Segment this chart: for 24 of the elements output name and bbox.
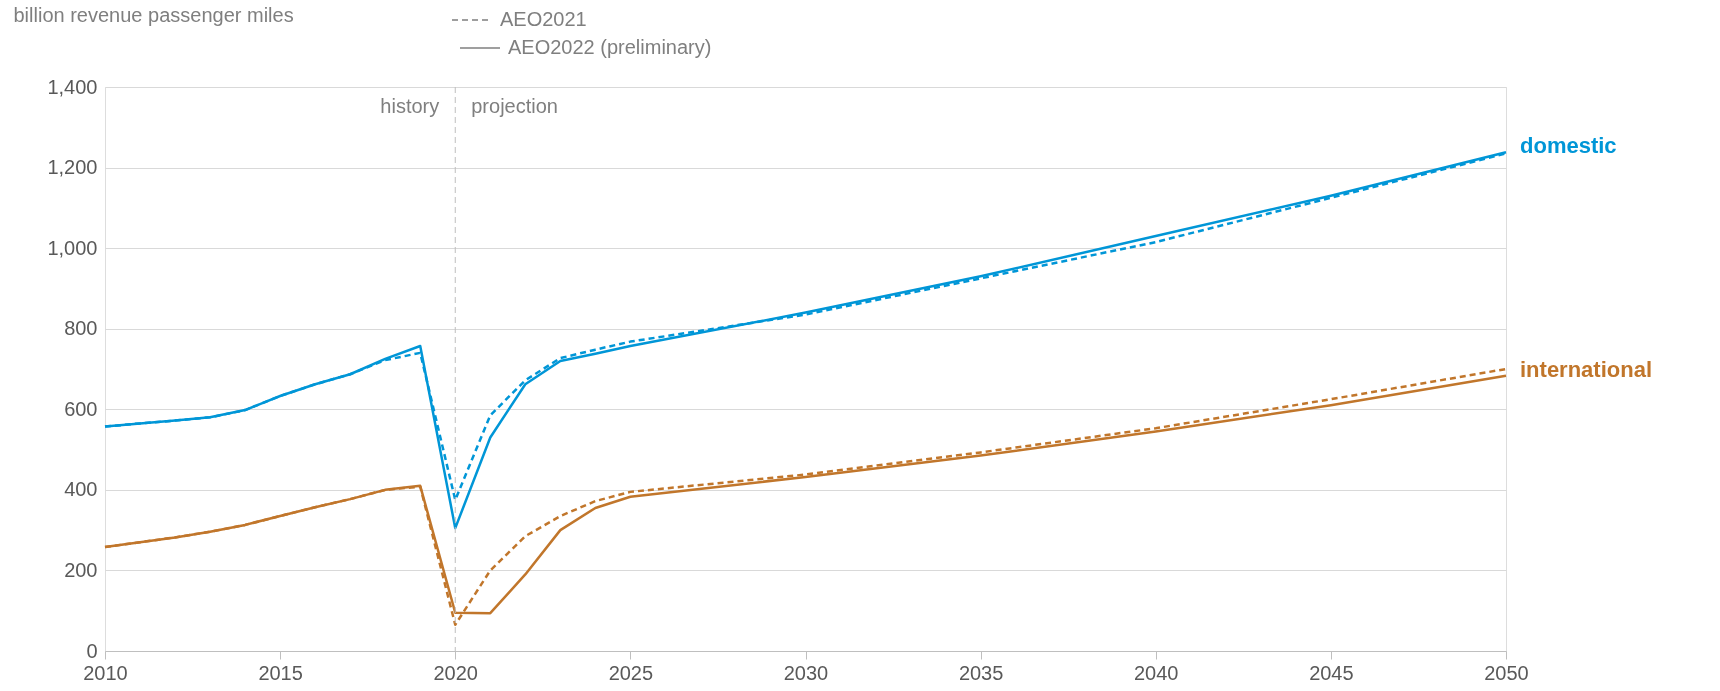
- y-tick-label: 600: [64, 397, 98, 420]
- x-tick-label: 2040: [1134, 661, 1179, 684]
- text: AEO2021: [500, 8, 587, 30]
- y-tick-label: 1,200: [47, 156, 98, 179]
- y-tick-label: 0: [86, 639, 98, 662]
- annotation: projection: [471, 95, 558, 117]
- y-tick-label: 800: [64, 317, 98, 340]
- series-label: international: [1520, 356, 1653, 382]
- x-tick-label: 2035: [958, 661, 1004, 684]
- x-tick-label: 2030: [783, 661, 829, 684]
- y-tick-label: 1,400: [47, 75, 98, 98]
- series-label: domestic: [1520, 133, 1617, 159]
- x-tick-label: 2045: [1309, 661, 1354, 684]
- y-tick-label: 200: [64, 558, 98, 581]
- y-tick-label: 1,000: [47, 236, 98, 259]
- annotation: history: [380, 95, 440, 117]
- x-tick-label: 2025: [608, 661, 654, 684]
- x-tick-label: 2050: [1484, 661, 1529, 684]
- text: AEO2022 (preliminary): [508, 36, 712, 58]
- y-axis-title: billion revenue passenger miles: [13, 3, 294, 26]
- x-tick-label: 2020: [433, 661, 478, 684]
- x-tick-label: 2015: [258, 661, 303, 684]
- x-tick-label: 2010: [83, 661, 128, 684]
- y-tick-label: 400: [64, 478, 98, 501]
